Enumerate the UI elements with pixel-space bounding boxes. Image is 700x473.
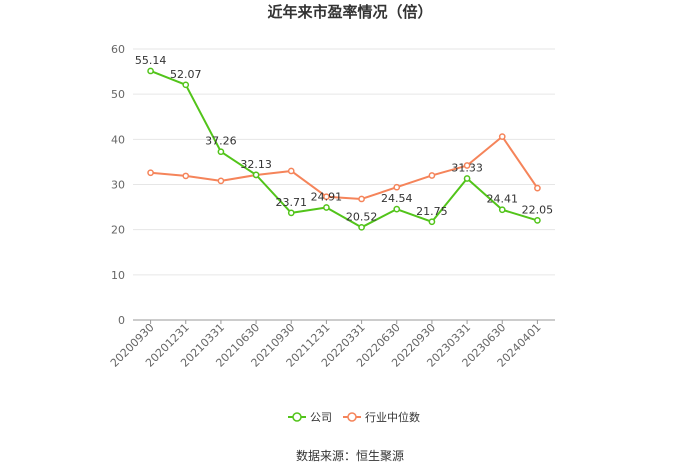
series-line-0 bbox=[150, 70, 538, 229]
legend-marker bbox=[292, 412, 302, 422]
y-tick-label: 60 bbox=[111, 43, 125, 56]
data-label: 52.07 bbox=[170, 68, 202, 81]
data-point bbox=[147, 169, 154, 177]
legend-label: 公司 bbox=[310, 411, 332, 424]
data-point bbox=[463, 162, 471, 169]
grid bbox=[133, 48, 555, 321]
data-point bbox=[393, 205, 401, 213]
data-point bbox=[147, 67, 154, 75]
y-tick-label: 50 bbox=[111, 88, 125, 101]
source-note: 数据来源：恒生聚源 bbox=[296, 448, 404, 463]
data-point bbox=[217, 148, 225, 156]
data-point bbox=[252, 171, 260, 179]
data-point bbox=[323, 204, 330, 211]
data-point bbox=[217, 177, 225, 185]
data-label: 32.13 bbox=[240, 158, 272, 171]
data-label: 55.14 bbox=[135, 54, 167, 67]
chart-title: 近年来市盈率情况（倍） bbox=[267, 3, 432, 21]
y-tick-label: 10 bbox=[111, 269, 125, 282]
data-point bbox=[358, 195, 365, 203]
legend[interactable]: 公司 行业中位数 bbox=[288, 410, 420, 424]
y-tick-label: 20 bbox=[111, 224, 125, 237]
data-point bbox=[428, 218, 436, 226]
data-point bbox=[498, 133, 506, 140]
data-point bbox=[287, 167, 295, 175]
data-point bbox=[323, 193, 330, 201]
x-axis: 2020093020201231202103312021063020210930… bbox=[108, 319, 555, 370]
data-label: 24.54 bbox=[381, 192, 413, 205]
legend-marker bbox=[347, 412, 357, 422]
data-point bbox=[534, 184, 541, 192]
data-label: 21.75 bbox=[416, 205, 448, 218]
data-point bbox=[498, 206, 506, 214]
y-tick-label: 30 bbox=[111, 179, 125, 192]
legend-label: 行业中位数 bbox=[365, 410, 420, 424]
data-point bbox=[182, 172, 190, 180]
data-label: 22.05 bbox=[522, 203, 554, 216]
data-label: 24.41 bbox=[487, 193, 519, 206]
series-line-1 bbox=[150, 135, 539, 200]
data-label: 37.26 bbox=[205, 135, 237, 148]
data-label: 24.91 bbox=[311, 190, 343, 203]
data-point bbox=[463, 175, 471, 182]
data-point bbox=[534, 217, 541, 224]
data-point bbox=[287, 209, 295, 217]
data-point bbox=[182, 81, 190, 89]
data-label: 23.71 bbox=[276, 196, 308, 209]
data-point bbox=[393, 183, 401, 191]
data-label: 31.33 bbox=[451, 161, 483, 174]
y-tick-label: 0 bbox=[118, 314, 125, 327]
data-point bbox=[358, 223, 365, 231]
y-tick-label: 40 bbox=[111, 133, 125, 146]
data-label: 20.52 bbox=[346, 210, 378, 223]
y-axis: 0 10 20 30 40 50 60 bbox=[111, 43, 125, 327]
data-point bbox=[428, 172, 436, 179]
